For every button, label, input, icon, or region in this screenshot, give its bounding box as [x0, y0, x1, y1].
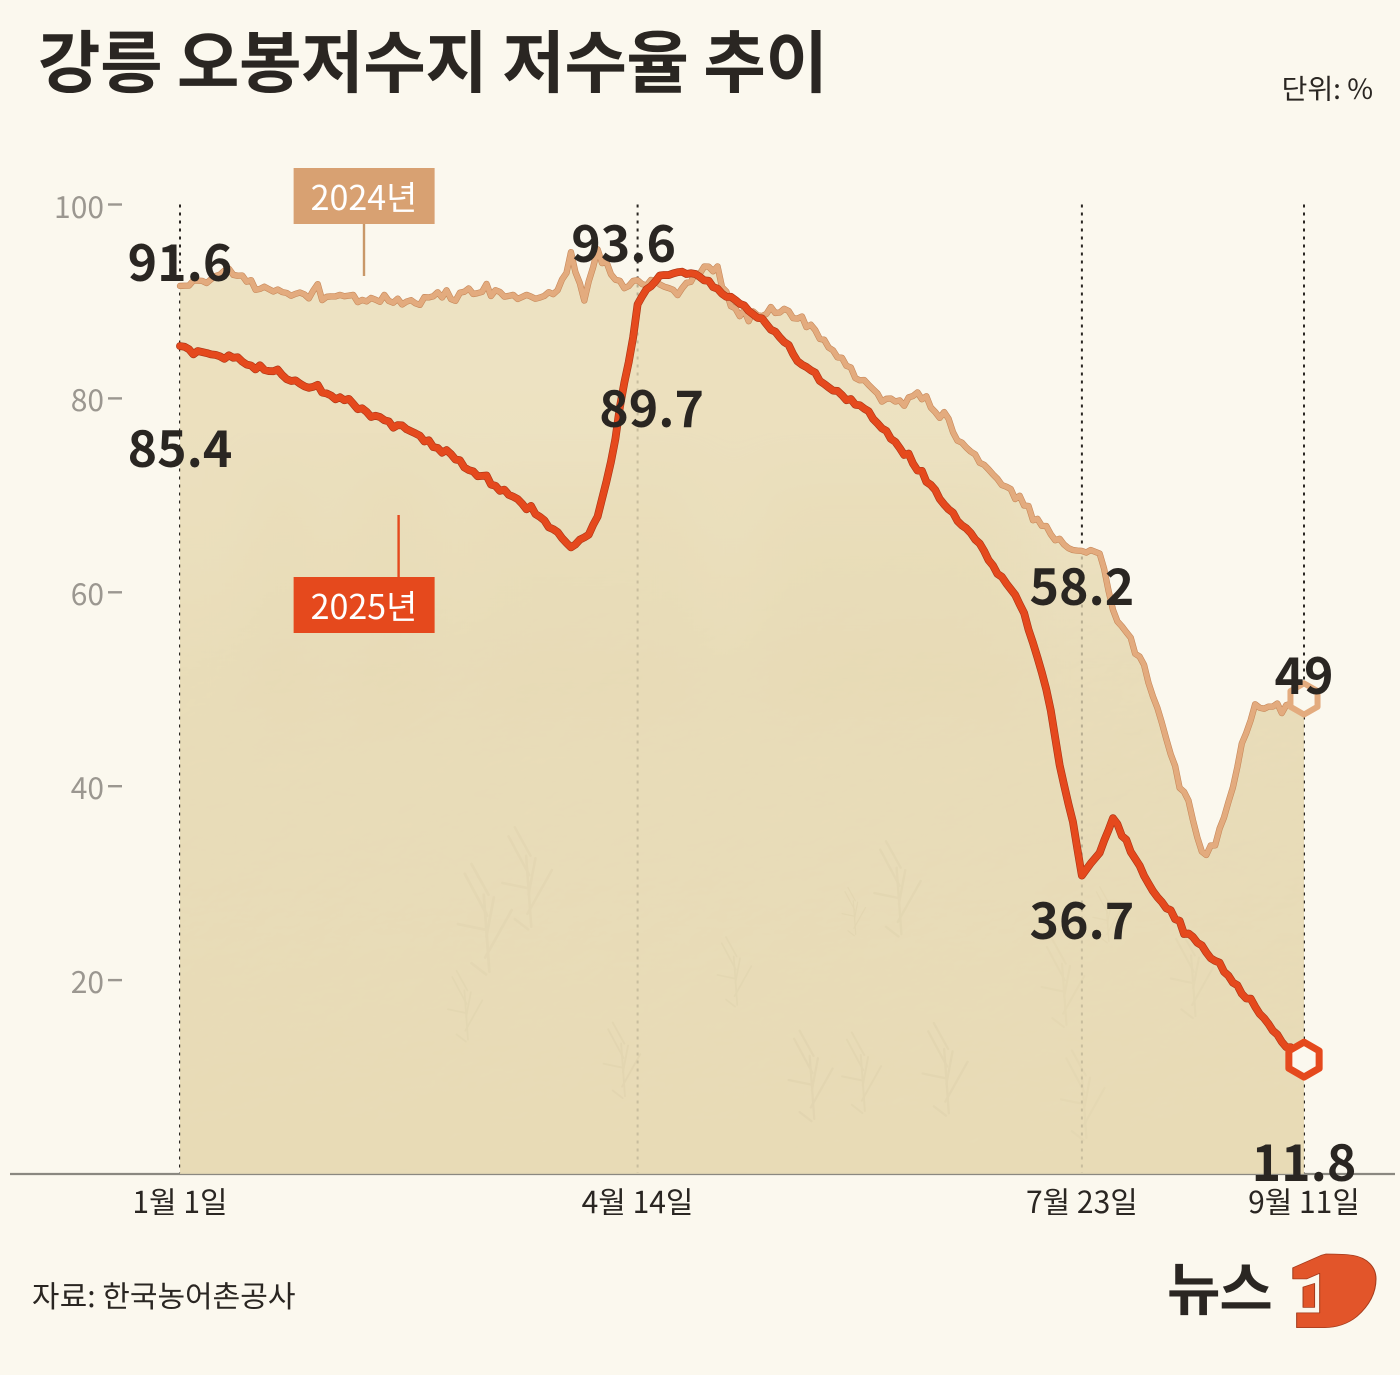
svg-text:뉴스: 뉴스: [1167, 1253, 1272, 1327]
